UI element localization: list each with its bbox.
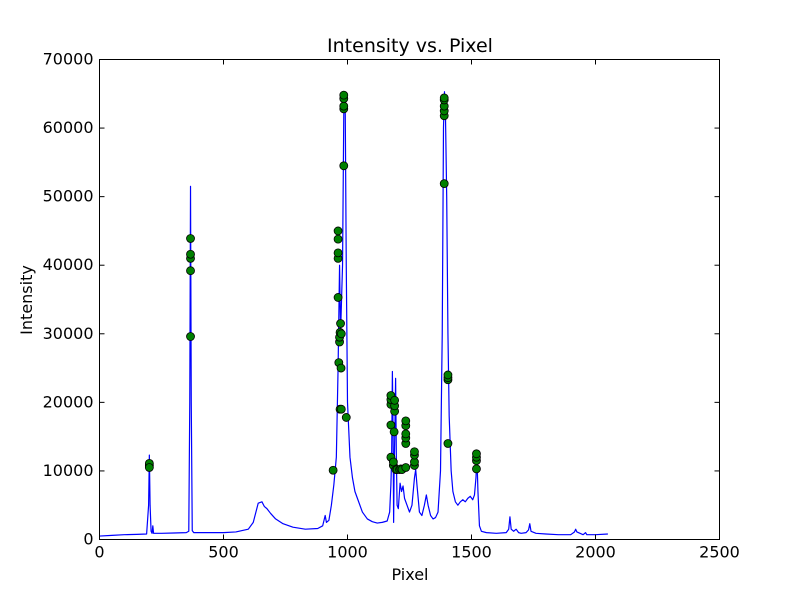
peak-marker: [443, 370, 453, 380]
peak-marker: [336, 329, 346, 339]
y-tick-label: 60000: [43, 118, 94, 137]
x-tick-label: 2000: [575, 543, 616, 562]
peak-marker: [401, 429, 411, 439]
peak-marker: [401, 463, 411, 472]
peak-marker: [443, 439, 453, 448]
peak-marker: [339, 101, 349, 111]
peak-marker: [472, 449, 481, 459]
peak-marker: [439, 93, 449, 103]
peak-marker: [410, 447, 419, 457]
peak-marker: [389, 427, 399, 437]
y-tick-label: 20000: [43, 392, 94, 411]
plot-frame: [99, 59, 720, 540]
peak-marker: [336, 363, 346, 373]
peak-marker: [339, 161, 349, 171]
peak-marker: [333, 226, 343, 236]
peak-marker: [144, 463, 154, 472]
peak-marker: [186, 234, 195, 243]
series-line: [99, 91, 608, 537]
x-tick-label: 2500: [699, 543, 740, 562]
peak-marker: [328, 465, 338, 475]
peak-marker: [333, 234, 343, 244]
peak-marker: [339, 90, 349, 100]
y-tick-label: 30000: [43, 324, 94, 343]
peak-marker: [186, 249, 195, 259]
peak-marker: [390, 395, 400, 405]
peak-marker: [388, 457, 398, 467]
peak-marker: [336, 404, 346, 414]
x-tick-label: 500: [208, 543, 239, 562]
y-tick-label: 50000: [43, 187, 94, 206]
peak-marker: [472, 464, 481, 474]
peak-marker: [336, 319, 345, 328]
peak-marker: [341, 413, 351, 422]
x-tick-label: 0: [94, 543, 104, 562]
plot-area: [99, 90, 608, 537]
y-axis-label: Intensity: [17, 265, 36, 335]
peak-marker: [333, 293, 343, 302]
y-tick-label: 0: [83, 530, 93, 549]
y-tick-label: 40000: [43, 255, 94, 274]
chart-title: Intensity vs. Pixel: [327, 35, 493, 57]
peak-marker: [439, 179, 449, 189]
y-tick-label: 70000: [43, 50, 94, 69]
x-axis-label: Pixel: [391, 565, 428, 584]
x-tick-label: 1500: [451, 543, 492, 562]
peak-marker: [186, 332, 195, 341]
peak-marker: [333, 248, 343, 258]
y-tick-label: 10000: [43, 461, 94, 480]
x-tick-label: 1000: [327, 543, 368, 562]
peak-marker: [186, 266, 195, 276]
peak-marker: [401, 416, 411, 426]
